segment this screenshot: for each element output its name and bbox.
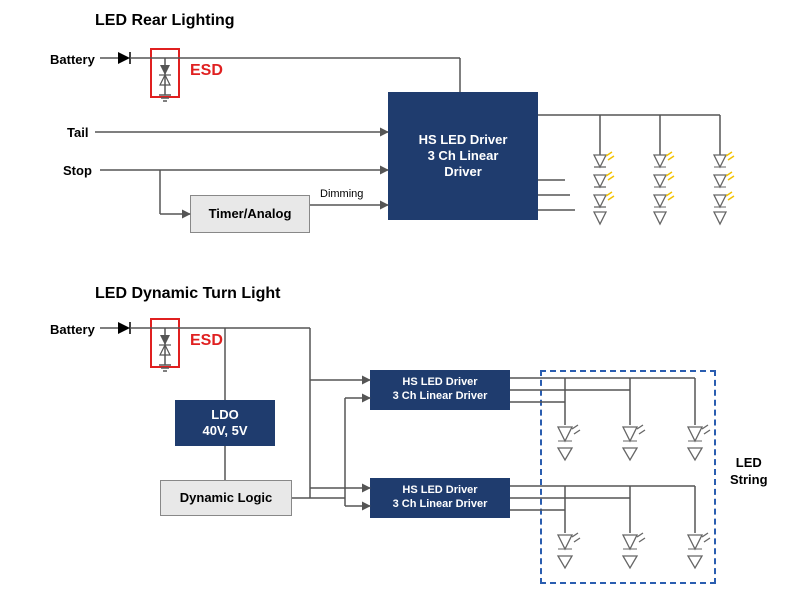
section2-dynamic-logic-block: Dynamic Logic — [160, 480, 292, 516]
led-string-dashed-box — [540, 370, 716, 584]
section2-ldo-line1: LDO — [211, 407, 238, 422]
section2-driver1-line1: HS LED Driver — [402, 376, 477, 388]
led-string-label-line2: String — [730, 472, 768, 487]
section1-dimming-label: Dimming — [320, 188, 363, 200]
section2-ldo-block: LDO 40V, 5V — [175, 400, 275, 446]
section2-driver2-line2: 3 Ch Linear Driver — [393, 498, 488, 510]
section1-stop-label: Stop — [63, 163, 92, 178]
section2-esd-label: ESD — [190, 332, 223, 350]
section2-driver-block-1: HS LED Driver 3 Ch Linear Driver — [370, 370, 510, 410]
section2-ldo-line2: 40V, 5V — [202, 423, 247, 438]
section1-driver-line2: 3 Ch Linear — [428, 148, 499, 163]
section1-tail-label: Tail — [67, 125, 88, 140]
section2-battery-label: Battery — [50, 322, 95, 337]
section1-driver-line3: Driver — [444, 164, 482, 179]
section2-driver1-line2: 3 Ch Linear Driver — [393, 390, 488, 402]
section1-timer-block: Timer/Analog — [190, 195, 310, 233]
led-string-label: LED String — [730, 455, 768, 489]
section2-esd-box — [150, 318, 180, 368]
section2-driver2-line1: HS LED Driver — [402, 484, 477, 496]
section1-driver-block: HS LED Driver 3 Ch Linear Driver — [388, 92, 538, 220]
section2-driver-block-2: HS LED Driver 3 Ch Linear Driver — [370, 478, 510, 518]
section1-battery-label: Battery — [50, 52, 95, 67]
section2-dynamic-logic-label: Dynamic Logic — [180, 490, 272, 506]
section1-driver-line1: HS LED Driver — [419, 132, 508, 147]
section1-title: LED Rear Lighting — [95, 12, 235, 30]
led-string-label-line1: LED — [736, 455, 762, 470]
section2-title: LED Dynamic Turn Light — [95, 285, 280, 303]
section1-timer-label: Timer/Analog — [209, 206, 292, 222]
section1-esd-label: ESD — [190, 62, 223, 80]
section1-esd-box — [150, 48, 180, 98]
